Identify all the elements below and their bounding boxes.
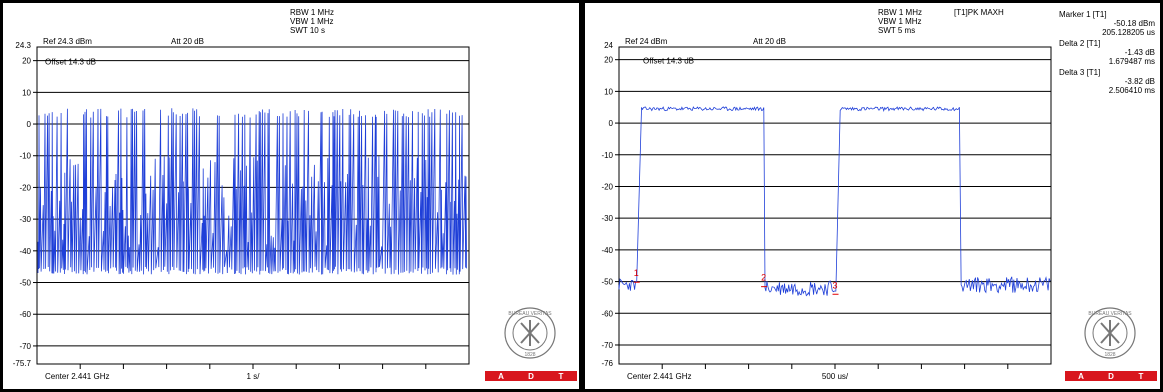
- marker-readout-label: Marker 1 [T1]: [1059, 10, 1107, 19]
- y-tick-label: -10: [19, 152, 31, 161]
- adt-letter: A: [1078, 372, 1084, 381]
- bureau-veritas-emblem: [1100, 320, 1120, 346]
- y-tick-label: -10: [601, 151, 613, 160]
- swt-label: SWT 5 ms: [878, 26, 915, 35]
- bottom-level-tick-label: -76: [601, 359, 613, 368]
- center-frequency-label: Center 2.441 GHz: [45, 372, 109, 381]
- marker-number: 3: [833, 280, 838, 290]
- y-tick-label: -50: [19, 279, 31, 288]
- bureau-veritas-year: 1828: [524, 352, 535, 358]
- trace-line: [37, 108, 467, 275]
- left-spectrum-panel: RBW 1 MHz VBW 1 MHz SWT 10 s Ref 24.3 dBm At…: [3, 3, 579, 389]
- vbw-label: VBW 1 MHz: [878, 17, 922, 26]
- marker-readout-value: -50.18 dBm: [1114, 19, 1156, 28]
- y-tick-label: -30: [601, 214, 613, 223]
- y-tick-label: 0: [27, 120, 32, 129]
- y-tick-label: -60: [19, 310, 31, 319]
- swt-label: SWT 10 s: [290, 26, 325, 35]
- marker-number: 2: [761, 273, 766, 283]
- graticule-border: [618, 46, 1052, 365]
- span-per-division-label: 1 s/: [247, 372, 261, 381]
- y-tick-label: -50: [601, 278, 613, 287]
- marker-readout-value: -1.43 dB: [1125, 48, 1155, 57]
- marker-number: 1: [634, 268, 639, 278]
- y-tick-label: 0: [609, 119, 614, 128]
- ref-level-tick-label: 24.3: [15, 41, 31, 50]
- marker-readout-time: 205.128205 us: [1102, 28, 1155, 37]
- y-tick-label: -30: [19, 215, 31, 224]
- y-tick-label: -70: [601, 341, 613, 350]
- right-spectrum-panel: RBW 1 MHz VBW 1 MHz SWT 5 ms [T1]PK MAXH Ref…: [585, 3, 1160, 389]
- adt-letter: T: [1139, 372, 1144, 381]
- attenuation-label: Att 20 dB: [753, 37, 786, 46]
- trace-line: [618, 106, 1051, 297]
- bureau-veritas-year: 1828: [1104, 352, 1115, 358]
- marker-readout-time: 1.679487 ms: [1109, 57, 1155, 66]
- y-tick-label: 10: [604, 87, 613, 96]
- adt-band: [1065, 371, 1157, 381]
- marker-readout-label: Delta 2 [T1]: [1059, 39, 1100, 48]
- center-frequency-label: Center 2.441 GHz: [627, 372, 691, 381]
- ref-level-tick-label: 24: [604, 41, 613, 50]
- trace-mode-label: [T1]PK MAXH: [954, 8, 1004, 17]
- offset-label: Offset 14.3 dB: [643, 57, 694, 66]
- y-tick-label: -20: [601, 182, 613, 191]
- y-tick-label: -70: [19, 342, 31, 351]
- y-tick-label: 20: [22, 57, 31, 66]
- y-tick-label: -20: [19, 183, 31, 192]
- y-tick-label: 20: [604, 56, 613, 65]
- y-tick-label: 10: [22, 88, 31, 97]
- adt-letter: D: [528, 372, 534, 381]
- marker-readout-time: 2.506410 ms: [1109, 86, 1155, 95]
- bottom-level-tick-label: -75.7: [13, 359, 32, 368]
- rbw-label: RBW 1 MHz: [290, 8, 334, 17]
- attenuation-label: Att 20 dB: [171, 37, 204, 46]
- adt-band: [485, 371, 577, 381]
- bureau-veritas-text: BUREAU VERITAS: [1088, 311, 1132, 317]
- adt-letter: T: [559, 372, 564, 381]
- y-tick-label: -40: [19, 247, 31, 256]
- marker-readout-label: Delta 3 [T1]: [1059, 68, 1100, 77]
- y-tick-label: -60: [601, 309, 613, 318]
- bureau-veritas-seal-inner: [1092, 315, 1128, 351]
- marker-readout-value: -3.82 dB: [1125, 77, 1155, 86]
- vbw-label: VBW 1 MHz: [290, 17, 334, 26]
- bureau-veritas-emblem: [520, 320, 540, 346]
- offset-label: Offset 14.3 dB: [45, 58, 96, 67]
- y-tick-label: -40: [601, 246, 613, 255]
- ref-level-label: Ref 24.3 dBm: [43, 37, 92, 46]
- span-per-division-label: 500 us/: [822, 372, 849, 381]
- bureau-veritas-seal-inner: [512, 315, 548, 351]
- ref-level-label: Ref 24 dBm: [625, 37, 668, 46]
- adt-letter: A: [498, 372, 504, 381]
- bureau-veritas-text: BUREAU VERITAS: [508, 311, 552, 317]
- rbw-label: RBW 1 MHz: [878, 8, 922, 17]
- adt-letter: D: [1108, 372, 1114, 381]
